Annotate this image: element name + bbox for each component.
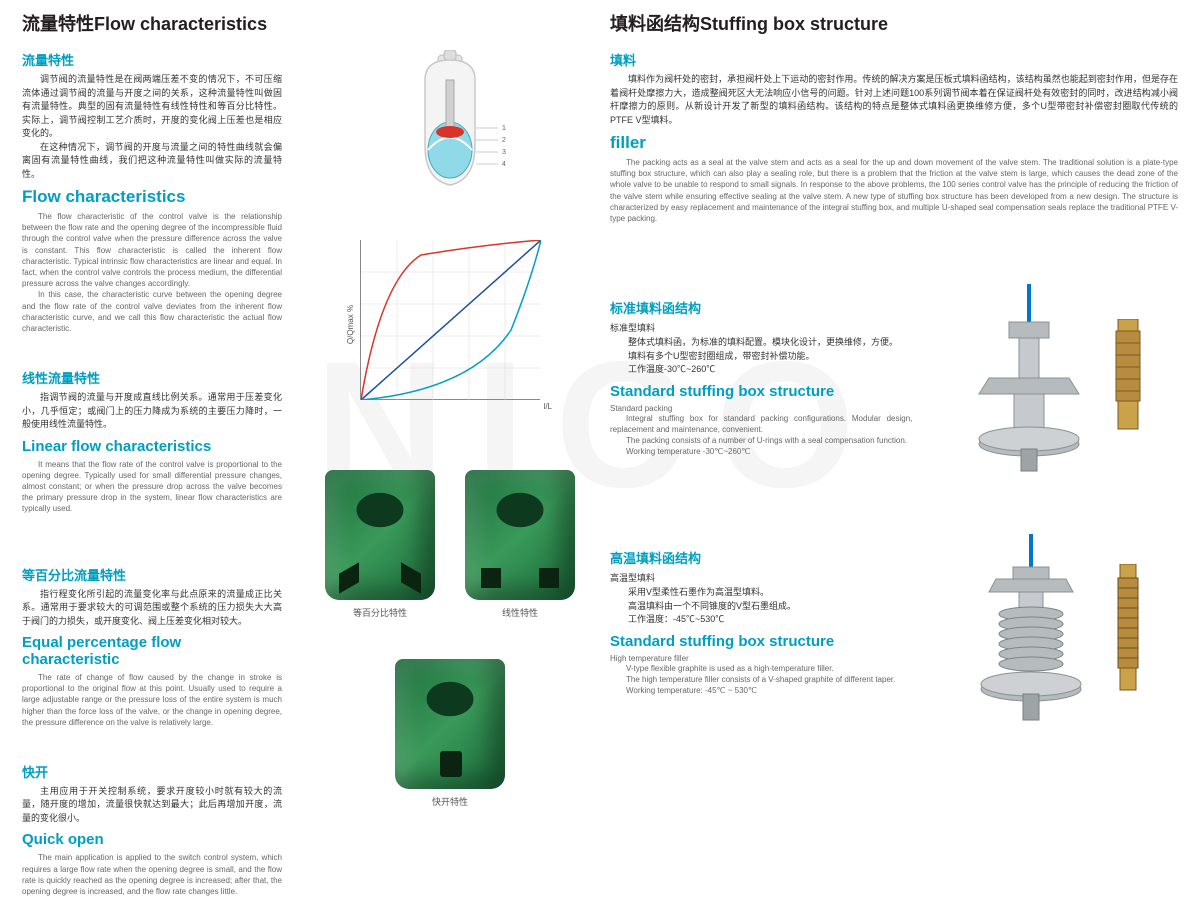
body-text: 指行程变化所引起的流量变化率与此点原来的流量成正比关系。通常用于要求较大的可调范… xyxy=(22,588,282,629)
section-en-title: Linear flow characteristics xyxy=(22,438,282,455)
callout-label: 3 xyxy=(502,149,506,156)
body-text: The flow characteristic of the control v… xyxy=(22,211,282,289)
section-cn-title: 等百分比流量特性 xyxy=(22,565,282,584)
subheading: Standard packing xyxy=(610,404,912,413)
body-text: 工作温度-30℃~260℃ xyxy=(610,363,912,377)
subheading: High temperature filler xyxy=(610,654,912,663)
page: 流量特性Flow characteristics 流量特性 调节阀的流量特性是在… xyxy=(0,0,1200,850)
valve-cutaway-illustration: 1 2 3 4 xyxy=(310,10,590,210)
caption: 等百分比特性 xyxy=(353,606,407,619)
section-cn-title: 流量特性 xyxy=(22,50,282,69)
cage-linear-icon xyxy=(465,470,575,600)
chart-x-label: l/L xyxy=(544,402,552,411)
flow-characteristics-chart: Q/Qmax % l/L xyxy=(310,210,590,410)
section-cn-title: 快开 xyxy=(22,762,282,781)
right-main-title: 填料函结构Stuffing box structure xyxy=(610,10,1178,36)
body-text: Working temperature: -45℃ ~ 530℃ xyxy=(610,685,912,696)
high-temp-stuffing-assembly-icon xyxy=(961,534,1101,724)
cage-quick-open-icon xyxy=(395,659,505,789)
cage-quick-open-block: 快开特性 xyxy=(395,659,505,808)
callout-label: 4 xyxy=(502,161,506,168)
section-cn-title: 标准填料函结构 xyxy=(610,298,912,317)
body-text: 整体式填料函，为标准的填料配置。模块化设计，更换维修，方便。 xyxy=(610,336,912,350)
body-text: 高温填料由一个不同锥度的V型石墨组成。 xyxy=(610,600,912,614)
body-text: The packing consists of a number of U-ri… xyxy=(610,435,912,446)
caption: 快开特性 xyxy=(432,795,468,808)
body-text: 在这种情况下，调节阀的开度与流量之间的特性曲线就会偏离固有流量特性曲线，我们把这… xyxy=(22,141,282,182)
body-text: The packing acts as a seal at the valve … xyxy=(610,157,1178,224)
body-text: 采用V型柔性石墨作为高温型填料。 xyxy=(610,586,912,600)
section-en-title: Standard stuffing box structure xyxy=(610,633,912,650)
subheading: 标准型填料 xyxy=(610,321,912,334)
body-text: 填料有多个U型密封圈组成，带密封补偿功能。 xyxy=(610,350,912,364)
body-text: The main application is applied to the s… xyxy=(22,852,282,897)
callout-label: 1 xyxy=(502,125,506,132)
body-text: The high temperature filler consists of … xyxy=(610,674,912,685)
section-cn-title: 填料 xyxy=(610,50,1178,69)
high-temp-packing-stack-icon xyxy=(1116,564,1140,694)
section-cn-title: 高温填料函结构 xyxy=(610,548,912,567)
section-en-title: filler xyxy=(610,133,1178,153)
body-text: Working temperature -30℃~260℃ xyxy=(610,446,912,457)
standard-stuffing-assembly-icon xyxy=(959,284,1099,474)
section-en-title: Standard stuffing box structure xyxy=(610,383,912,400)
left-column: 流量特性Flow characteristics 流量特性 调节阀的流量特性是在… xyxy=(0,0,300,850)
body-text: Integral stuffing box for standard packi… xyxy=(610,413,912,435)
standard-packing-stack-icon xyxy=(1114,319,1142,439)
section-en-title: Equal percentage flow characteristic xyxy=(22,634,282,668)
body-text: 指调节阀的流量与开度成直线比例关系。通常用于压差变化小，几乎恒定；或阀门上的压力… xyxy=(22,391,282,432)
section-en-title: Quick open xyxy=(22,831,282,848)
body-text: In this case, the characteristic curve b… xyxy=(22,289,282,334)
chart-svg xyxy=(361,240,541,400)
body-text: The rate of change of flow caused by the… xyxy=(22,672,282,728)
body-text: V-type flexible graphite is used as a hi… xyxy=(610,663,912,674)
callout-label: 2 xyxy=(502,137,506,144)
subheading: 高温型填料 xyxy=(610,571,912,584)
body-text: It means that the flow rate of the contr… xyxy=(22,459,282,515)
body-text: 调节阀的流量特性是在阀两端压差不变的情况下，不可压缩流体通过调节阀的流量与开度之… xyxy=(22,73,282,141)
high-temp-stuffing-block: 高温填料函结构 高温型填料 采用V型柔性石墨作为高温型填料。 高温填料由一个不同… xyxy=(610,534,1178,724)
caption: 线性特性 xyxy=(502,606,538,619)
section-cn-title: 线性流量特性 xyxy=(22,368,282,387)
body-text: 填料作为阀杆处的密封，承担阀杆处上下运动的密封作用。传统的解决方案是压板式填料函… xyxy=(610,73,1178,127)
curve-linear xyxy=(361,240,541,400)
green-parts-row: 等百分比特性 线性特性 xyxy=(310,470,590,619)
chart-y-label: Q/Qmax % xyxy=(346,304,355,343)
body-text: 主用应用于开关控制系统，要求开度较小时就有较大的流量，随开度的增加，流量很快就达… xyxy=(22,785,282,826)
right-column: 填料函结构Stuffing box structure 填料 填料作为阀杆处的密… xyxy=(600,0,1200,850)
cage-equal-pct-icon xyxy=(325,470,435,600)
body-text: 工作温度：-45℃~530℃ xyxy=(610,613,912,627)
valve-cutaway-svg: 1 2 3 4 xyxy=(390,50,510,200)
middle-column: 1 2 3 4 Q/Qmax % l/L xyxy=(300,0,600,850)
standard-stuffing-block: 标准填料函结构 标准型填料 整体式填料函，为标准的填料配置。模块化设计，更换维修… xyxy=(610,284,1178,474)
left-main-title: 流量特性Flow characteristics xyxy=(22,10,282,36)
section-en-title: Flow characteristics xyxy=(22,187,282,207)
